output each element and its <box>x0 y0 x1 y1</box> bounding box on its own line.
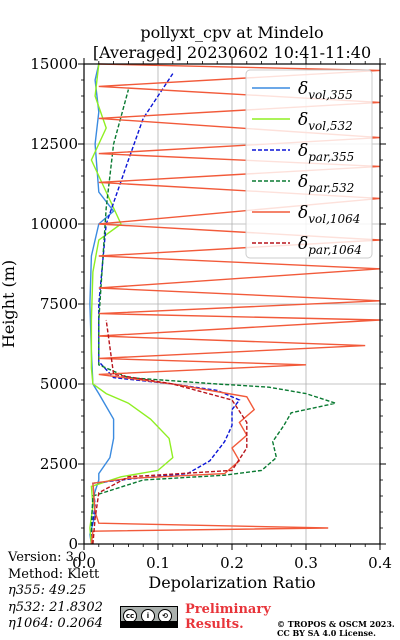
y-tick-label: 15000 <box>30 55 78 73</box>
method-text: Method: Klett <box>8 566 100 582</box>
series-group <box>89 63 381 545</box>
axis-ticks: 0.0 0.1 0.2 0.3 0.4 0 2500 5000 7500 10000 12500 15… <box>30 55 392 572</box>
legend-label: δvol,355 <box>298 79 353 102</box>
y-axis-label: Height (m) <box>0 260 18 348</box>
info-block: Version: 3.0 Method: Klett η355: 49.25 η… <box>8 550 103 633</box>
x-tick-label: 0.2 <box>220 554 244 572</box>
x-tick-label: 0.3 <box>294 554 318 572</box>
copyright-text: © TROPOS & OSCM 2023. CC BY SA 4.0 Licen… <box>277 619 395 638</box>
y-tick-label: 2500 <box>40 455 78 473</box>
legend-label: δpar,532 <box>298 172 354 195</box>
legend-label: δvol,1064 <box>298 203 360 226</box>
legend-box <box>245 69 373 259</box>
y-tick-label: 5000 <box>40 375 78 393</box>
x-axis-label: Depolarization Ratio <box>148 573 315 592</box>
y-tick-label: 12500 <box>30 135 78 153</box>
x-tick-label: 0.4 <box>368 554 392 572</box>
legend: δvol,355 δvol,532 δpar,355 δpar,532 δvol,106… <box>245 69 373 259</box>
legend-label: δpar,355 <box>298 141 354 164</box>
chart-title-line1: pollyxt_cpv at Mindelo <box>140 23 323 42</box>
legend-label: δvol,532 <box>298 110 353 133</box>
legend-label: δpar,1064 <box>298 234 362 257</box>
eta532-text: η532: 21.8302 <box>8 599 103 615</box>
cc-license-icon: cc i ⟲ <box>120 606 178 628</box>
eta355-text: η355: 49.25 <box>8 583 87 598</box>
x-tick-label: 0.1 <box>146 554 170 572</box>
x-tick-label: 0.0 <box>72 554 96 572</box>
chart-title-line2: [Averaged] 20230602 10:41-11:40 <box>93 43 371 62</box>
series-line-5 <box>92 319 248 545</box>
preliminary-results-label: Preliminary Results. <box>185 602 271 632</box>
eta1064-text: η1064: 0.2064 <box>8 616 103 631</box>
version-text: Version: 3.0 <box>8 550 87 565</box>
series-line-0 <box>89 63 115 545</box>
y-tick-label: 0 <box>68 535 78 553</box>
y-tick-label: 7500 <box>40 295 78 313</box>
y-tick-label: 10000 <box>30 215 78 233</box>
series-line-3 <box>90 89 339 545</box>
series-line-4 <box>90 63 381 545</box>
